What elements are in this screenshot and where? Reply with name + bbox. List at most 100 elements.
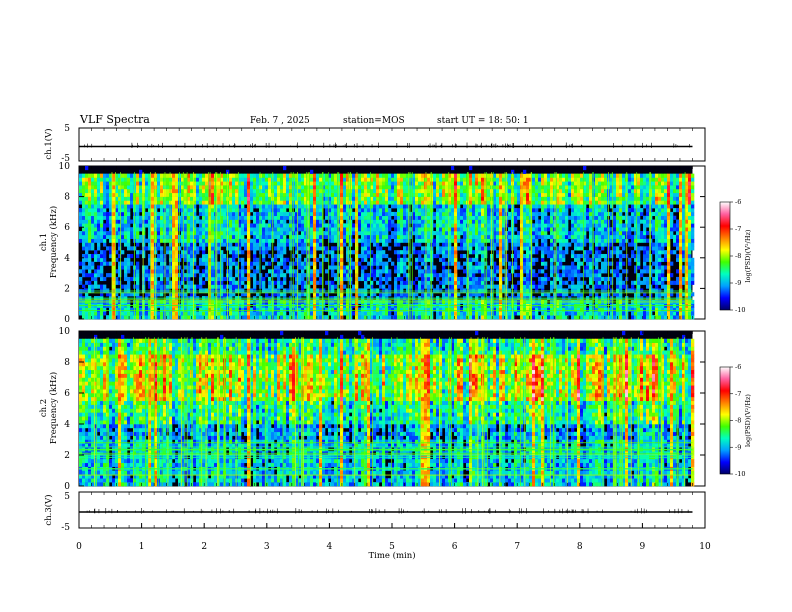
spectrogram-cell [478, 284, 482, 289]
spectrogram-cell [91, 273, 95, 278]
spectrogram-cell [295, 250, 299, 255]
spectrogram-cell [190, 231, 194, 236]
spectrogram-cell [145, 200, 149, 205]
spectrogram-cell [478, 231, 482, 236]
spectrogram-cell [418, 242, 422, 247]
spectrogram-cell [367, 311, 371, 316]
spectrogram-cell [169, 257, 173, 262]
spectrogram-cell [193, 273, 197, 278]
spectrogram-cell [124, 269, 128, 274]
spectrogram-cell [463, 211, 467, 217]
spectrogram-cell [322, 223, 326, 228]
spectrogram-cell [304, 250, 308, 255]
spectrogram-cell [388, 288, 392, 293]
spectrogram-cell [100, 284, 104, 289]
spectrogram-cell [196, 234, 200, 239]
spectrogram-cell [493, 261, 497, 266]
spectrogram-cell [79, 181, 83, 186]
spectrogram-cell [196, 269, 200, 274]
spectrogram-cell [445, 238, 449, 243]
spectrogram-cell [370, 238, 374, 243]
spectrogram-cell [235, 311, 239, 316]
spectrogram-cell [175, 265, 179, 270]
spectrogram-cell [283, 292, 287, 297]
spectrogram-cell [379, 234, 383, 239]
spectrogram-cell [208, 227, 212, 232]
spectrogram-cell [217, 231, 221, 236]
spectrogram-cell [340, 231, 344, 236]
spectrogram-cell [394, 181, 398, 186]
spectrogram-cell [388, 227, 392, 232]
spectrogram-cell [172, 223, 176, 228]
spectrogram-cell [268, 211, 272, 217]
spectrogram-cell [442, 261, 446, 266]
spectrogram-cell [361, 250, 365, 255]
spectrogram-cell [121, 173, 125, 178]
spectrogram-cell [166, 238, 170, 243]
spectrogram-cell [379, 284, 383, 289]
spectrogram-cell [223, 208, 227, 213]
spectrogram-cell [517, 250, 521, 255]
spectrogram-cell [148, 242, 152, 247]
spectrogram-cell [151, 173, 155, 178]
spectrogram-cell [451, 284, 455, 289]
spectrogram-cell [85, 188, 89, 194]
spectrogram-cell [493, 265, 497, 270]
spectrogram-cell [211, 223, 215, 228]
spectrogram-cell [391, 173, 395, 178]
spectrogram-cell [499, 253, 503, 259]
spectrogram-cell [382, 185, 386, 190]
spectrogram-cell [439, 200, 443, 205]
spectrogram-cell [175, 292, 179, 297]
spectrogram-cell [301, 181, 305, 186]
spectrogram-cell [517, 215, 521, 220]
spectrogram-cell [184, 227, 188, 232]
spectrogram-cell [523, 257, 527, 262]
spectrogram-cell [421, 188, 425, 194]
spectrogram-cell [220, 204, 224, 209]
spectrogram-cell [400, 204, 404, 209]
spectrogram-cell [436, 173, 440, 178]
spectrogram-cell [307, 238, 311, 243]
spectrogram-cell [175, 284, 179, 289]
spectrogram-cell [160, 273, 164, 278]
spectrogram-cell [502, 257, 506, 262]
spectrogram-cell [97, 188, 101, 194]
spectrogram-cell [199, 211, 203, 217]
spectrogram-cell [265, 311, 269, 316]
spectrogram-cell [469, 177, 473, 182]
spectrogram-cell [319, 227, 323, 232]
spectrogram-cell [379, 188, 383, 194]
spectrogram-cell [181, 173, 185, 178]
spectrogram-cell [196, 177, 200, 182]
spectrogram-cell [274, 211, 278, 217]
spectrogram-cell [112, 208, 116, 213]
spectrogram-cell [394, 200, 398, 205]
spectrogram-cell [85, 238, 89, 243]
spectrogram-cell [394, 265, 398, 270]
spectrogram-cell [220, 185, 224, 190]
spectrogram-cell [328, 192, 332, 197]
spectrogram-cell [472, 242, 476, 247]
spectrogram-cell [367, 223, 371, 228]
spectrogram-cell [412, 181, 416, 186]
spectrogram-cell [181, 196, 185, 201]
spectrogram-cell [394, 185, 398, 190]
spectrogram-cell [400, 280, 404, 285]
spectrogram-cell [139, 215, 143, 220]
spectrogram-cell [394, 307, 398, 312]
spectrogram-cell [280, 242, 284, 247]
spectrogram-cell [331, 280, 335, 285]
spectrogram-cell [376, 307, 380, 312]
spectrogram-cell [304, 185, 308, 190]
spectrogram-cell [358, 196, 362, 201]
spectrogram-cell [175, 219, 179, 224]
spectrogram-cell [172, 253, 176, 259]
spectrogram-cell [190, 219, 194, 224]
spectrogram-cell [205, 200, 209, 205]
spectrogram-cell [415, 242, 419, 247]
spectrogram-cell [100, 265, 104, 270]
spectrogram-cell [82, 242, 86, 247]
spectrogram-cell [334, 211, 338, 217]
spectrogram-cell [196, 192, 200, 197]
